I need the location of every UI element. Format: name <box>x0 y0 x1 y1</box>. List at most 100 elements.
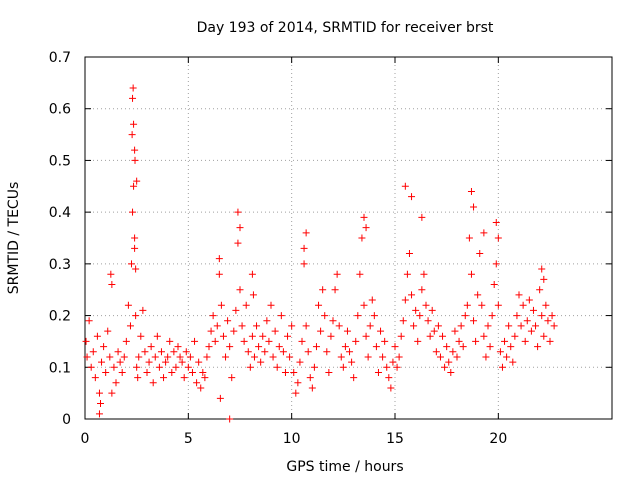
data-point <box>226 343 234 351</box>
data-point <box>416 312 424 320</box>
data-point <box>370 312 378 320</box>
data-point <box>145 358 153 366</box>
data-point <box>302 322 310 330</box>
data-point <box>182 348 190 356</box>
data-point <box>180 374 188 382</box>
data-point <box>397 332 405 340</box>
data-point <box>317 327 325 335</box>
data-point <box>153 332 161 340</box>
data-point <box>503 353 511 361</box>
data-point <box>217 301 225 309</box>
data-point <box>205 343 213 351</box>
data-point <box>110 363 118 371</box>
data-point <box>507 343 515 351</box>
data-point <box>412 306 420 314</box>
data-point <box>546 337 554 345</box>
plot-frame <box>84 56 613 420</box>
data-point <box>219 332 227 340</box>
data-point <box>410 322 418 330</box>
data-point <box>467 187 475 195</box>
data-point <box>281 368 289 376</box>
data-point <box>436 353 444 361</box>
data-point <box>132 265 140 273</box>
data-point <box>131 244 139 252</box>
data-point <box>509 358 517 366</box>
data-point <box>449 348 457 356</box>
data-point <box>298 337 306 345</box>
data-point <box>459 343 467 351</box>
data-point <box>129 208 137 216</box>
data-point <box>133 363 141 371</box>
data-point <box>135 353 143 361</box>
data-point <box>102 368 110 376</box>
data-point <box>294 379 302 387</box>
data-point <box>519 301 527 309</box>
data-point <box>195 358 203 366</box>
data-point <box>133 177 141 185</box>
data-point <box>85 317 93 325</box>
data-point <box>308 384 316 392</box>
data-point <box>486 343 494 351</box>
x-axis-label: GPS time / hours <box>286 459 403 475</box>
data-point <box>420 270 428 278</box>
x-tick-label: 10 <box>283 431 301 447</box>
data-point <box>393 363 401 371</box>
x-tick-label: 5 <box>184 431 193 447</box>
data-point <box>130 182 138 190</box>
data-point <box>248 332 256 340</box>
data-point <box>246 363 254 371</box>
data-point <box>515 291 523 299</box>
data-point <box>538 265 546 273</box>
data-point <box>89 348 97 356</box>
data-point <box>484 322 492 330</box>
data-point <box>174 343 182 351</box>
data-point <box>422 301 430 309</box>
data-point <box>132 312 140 320</box>
data-point <box>193 379 201 387</box>
y-tick-label: 0.3 <box>49 257 71 273</box>
data-point <box>453 353 461 361</box>
data-point <box>441 363 449 371</box>
data-point <box>310 363 318 371</box>
data-point <box>300 260 308 268</box>
data-point <box>236 286 244 294</box>
data-point <box>108 281 116 289</box>
data-point <box>230 327 238 335</box>
data-point <box>269 353 277 361</box>
data-point <box>538 312 546 320</box>
data-point <box>197 384 205 392</box>
data-point <box>93 332 101 340</box>
data-point <box>401 182 409 190</box>
data-point <box>188 368 196 376</box>
data-point <box>360 301 368 309</box>
data-point <box>149 379 157 387</box>
data-point <box>95 410 103 418</box>
data-point <box>253 322 261 330</box>
data-point <box>327 332 335 340</box>
data-point <box>131 146 139 154</box>
data-point <box>129 84 137 92</box>
data-point <box>426 332 434 340</box>
data-point <box>259 332 267 340</box>
data-point <box>348 358 356 366</box>
data-point <box>129 94 137 102</box>
data-point <box>97 399 104 407</box>
data-point <box>389 358 397 366</box>
data-point <box>160 374 168 382</box>
data-point <box>403 270 411 278</box>
data-point <box>418 213 426 221</box>
data-point <box>215 270 223 278</box>
data-point <box>124 301 132 309</box>
data-point <box>428 306 436 314</box>
data-point <box>312 343 320 351</box>
data-point <box>321 312 329 320</box>
data-point <box>98 358 106 366</box>
x-tick-label: 20 <box>489 431 507 447</box>
data-point <box>222 353 230 361</box>
data-point <box>498 363 506 371</box>
data-point <box>216 394 224 402</box>
data-point <box>463 301 471 309</box>
data-point <box>366 322 374 330</box>
data-point <box>529 306 537 314</box>
data-point <box>209 312 217 320</box>
